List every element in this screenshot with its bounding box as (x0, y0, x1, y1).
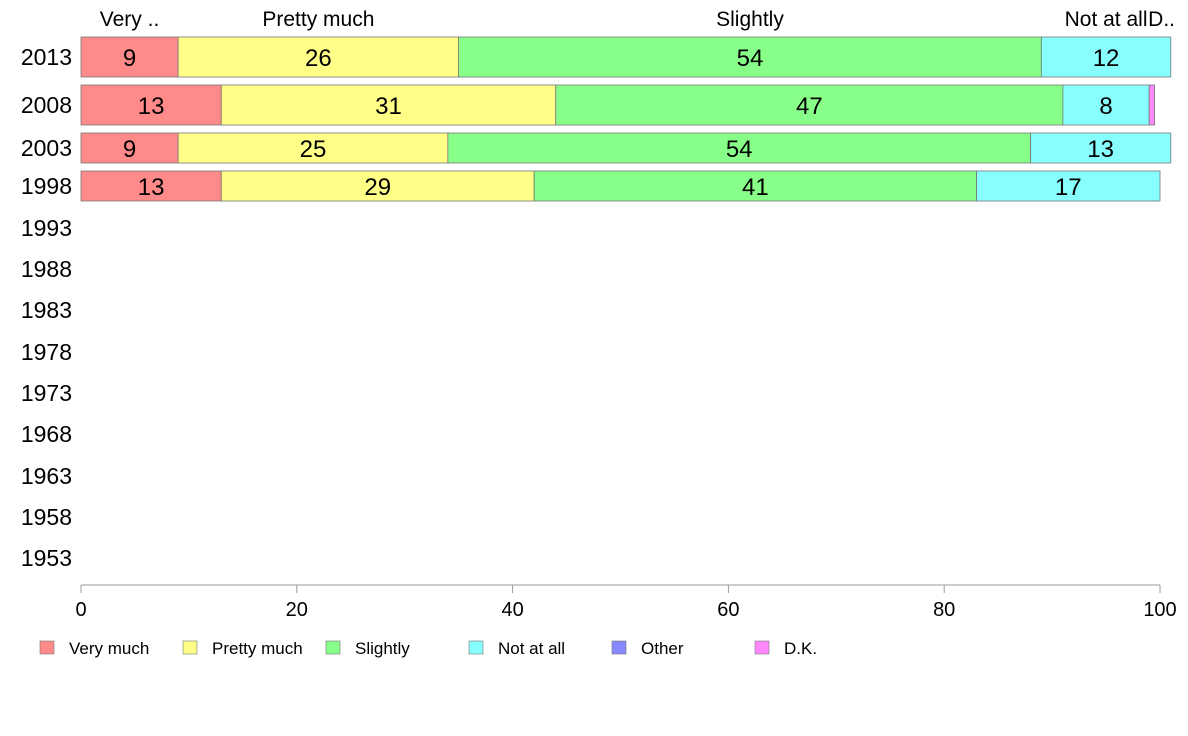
bar-segment (976, 170, 1161, 202)
x-tick-label: 100 (1143, 599, 1176, 621)
y-tick-label: 1978 (21, 339, 72, 365)
top-label: Very .. (100, 8, 160, 31)
legend-swatch (182, 640, 198, 655)
legend-label: Not at all (498, 639, 565, 658)
legend-label: Very much (69, 639, 149, 658)
bar-value-label: 54 (726, 136, 753, 163)
bar-segment (1148, 84, 1156, 126)
top-label: D.. (1148, 8, 1175, 31)
legend: Very much Pretty much Slightly Not at all Ot… (39, 639, 817, 658)
y-tick-label: 1973 (21, 380, 72, 406)
legend-label: Other (641, 639, 684, 658)
legend-swatch (468, 640, 484, 655)
y-tick-label: 1998 (21, 173, 72, 199)
top-label: Not at all (1065, 8, 1148, 31)
bar-segment (458, 36, 1042, 78)
bar-value-label: 13 (1087, 136, 1114, 163)
bar-value-label: 9 (123, 136, 136, 163)
bar-segment (555, 84, 1064, 126)
bar-segment (1030, 132, 1172, 164)
legend-label: Pretty much (212, 639, 303, 658)
bar-segment (80, 84, 222, 126)
bar-value-label: 8 (1099, 93, 1112, 120)
bar-segment (220, 170, 535, 202)
bar-value-label: 41 (742, 174, 769, 201)
y-tick-label: 2013 (21, 44, 72, 70)
y-tick-label: 2008 (21, 92, 72, 118)
bar-segment (80, 170, 222, 202)
y-tick-label: 1983 (21, 297, 72, 323)
bar-value-label: 26 (305, 45, 332, 72)
bars (80, 36, 1172, 202)
y-tick-label: 2003 (21, 135, 72, 161)
bar-value-label: 12 (1093, 45, 1120, 72)
bar-segment (177, 36, 460, 78)
bar-value-label: 13 (138, 174, 165, 201)
x-tick-label: 20 (286, 599, 308, 621)
bar-segment (177, 132, 449, 164)
bar-value-label: 54 (737, 45, 764, 72)
legend-swatch (611, 640, 627, 655)
bar-value-label: 17 (1055, 174, 1082, 201)
x-tick-label: 80 (933, 599, 955, 621)
bar-value-label: 25 (300, 136, 327, 163)
top-label: Pretty much (262, 8, 374, 31)
bar-segment (1040, 36, 1172, 78)
bar-value-label: 13 (138, 93, 165, 120)
top-category-labels: Very .. Pretty much Slightly Not at all D.. (100, 8, 1175, 31)
y-tick-label: 1963 (21, 463, 72, 489)
legend-label: Slightly (355, 639, 410, 658)
bar-segment (220, 84, 557, 126)
y-tick-label: 1958 (21, 504, 72, 530)
legend-swatch (754, 640, 770, 655)
y-tick-label: 1953 (21, 545, 72, 571)
bar-value-label: 29 (364, 174, 391, 201)
bar-value-label: 31 (375, 93, 402, 120)
y-tick-label: 1968 (21, 421, 72, 447)
bar-value-label: 9 (123, 45, 136, 72)
x-axis: 0 20 40 60 80 100 (75, 584, 1177, 621)
bar-value-label: 47 (796, 93, 823, 120)
legend-swatch (325, 640, 341, 655)
legend-label: D.K. (784, 639, 817, 658)
bar-segment (80, 36, 179, 78)
y-tick-label: 1993 (21, 215, 72, 241)
bar-segment (1062, 84, 1150, 126)
x-tick-label: 40 (501, 599, 523, 621)
bar-value-labels: 9 26 54 12 13 31 47 8 9 25 54 13 13 29 41 17 (123, 45, 1120, 201)
bar-segment (80, 132, 179, 164)
x-tick-label: 60 (717, 599, 739, 621)
legend-swatch (39, 640, 55, 655)
y-axis-labels: 2013 2008 2003 1998 1993 1988 1983 1978 1973 1968… (21, 44, 72, 571)
y-tick-label: 1988 (21, 256, 72, 282)
top-label: Slightly (716, 8, 784, 31)
x-tick-label: 0 (75, 599, 86, 621)
